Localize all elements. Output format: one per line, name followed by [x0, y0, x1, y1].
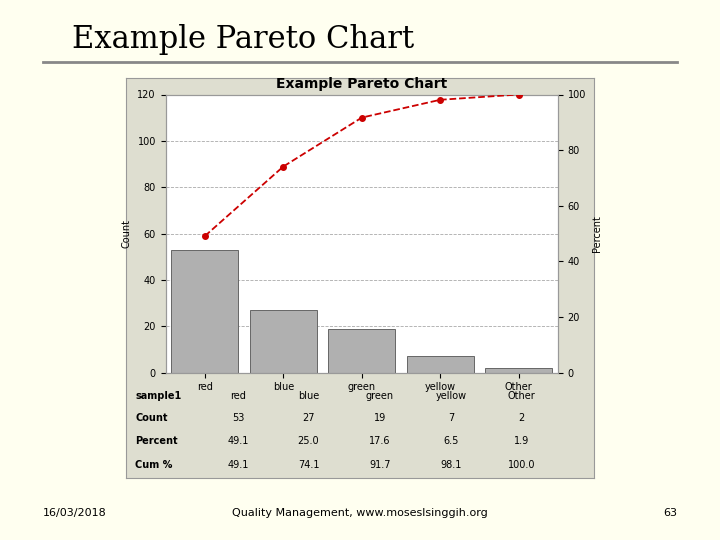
Text: 7: 7: [448, 413, 454, 423]
Text: 53: 53: [232, 413, 245, 423]
Text: 91.7: 91.7: [369, 460, 391, 470]
Text: Percent: Percent: [135, 436, 178, 446]
Text: Quality Management, www.moseslsinggih.org: Quality Management, www.moseslsinggih.or…: [232, 508, 488, 518]
Text: blue: blue: [298, 391, 319, 401]
Text: 6.5: 6.5: [444, 436, 459, 446]
Text: Example Pareto Chart: Example Pareto Chart: [72, 24, 414, 55]
Text: Cum %: Cum %: [135, 460, 173, 470]
Bar: [250, 310, 317, 373]
Text: 2: 2: [518, 413, 525, 423]
Y-axis label: Count: Count: [122, 219, 132, 248]
Text: 25.0: 25.0: [297, 436, 320, 446]
Text: 19: 19: [374, 413, 386, 423]
Bar: [171, 250, 238, 373]
Bar: [407, 356, 474, 373]
Text: 63: 63: [663, 508, 677, 518]
Text: 16/03/2018: 16/03/2018: [43, 508, 107, 518]
Text: Count: Count: [135, 413, 168, 423]
Text: 74.1: 74.1: [298, 460, 319, 470]
Text: 98.1: 98.1: [441, 460, 462, 470]
Text: red: red: [230, 391, 246, 401]
Text: Other: Other: [508, 391, 536, 401]
Text: 100.0: 100.0: [508, 460, 535, 470]
Y-axis label: Percent: Percent: [592, 215, 602, 252]
Text: 49.1: 49.1: [228, 460, 249, 470]
Text: 1.9: 1.9: [514, 436, 529, 446]
Text: 17.6: 17.6: [369, 436, 391, 446]
Text: 49.1: 49.1: [228, 436, 249, 446]
Text: sample1: sample1: [135, 391, 181, 401]
Text: yellow: yellow: [436, 391, 467, 401]
Title: Example Pareto Chart: Example Pareto Chart: [276, 77, 447, 91]
Bar: [328, 328, 395, 373]
Text: green: green: [366, 391, 394, 401]
Bar: [485, 368, 552, 373]
Text: 27: 27: [302, 413, 315, 423]
